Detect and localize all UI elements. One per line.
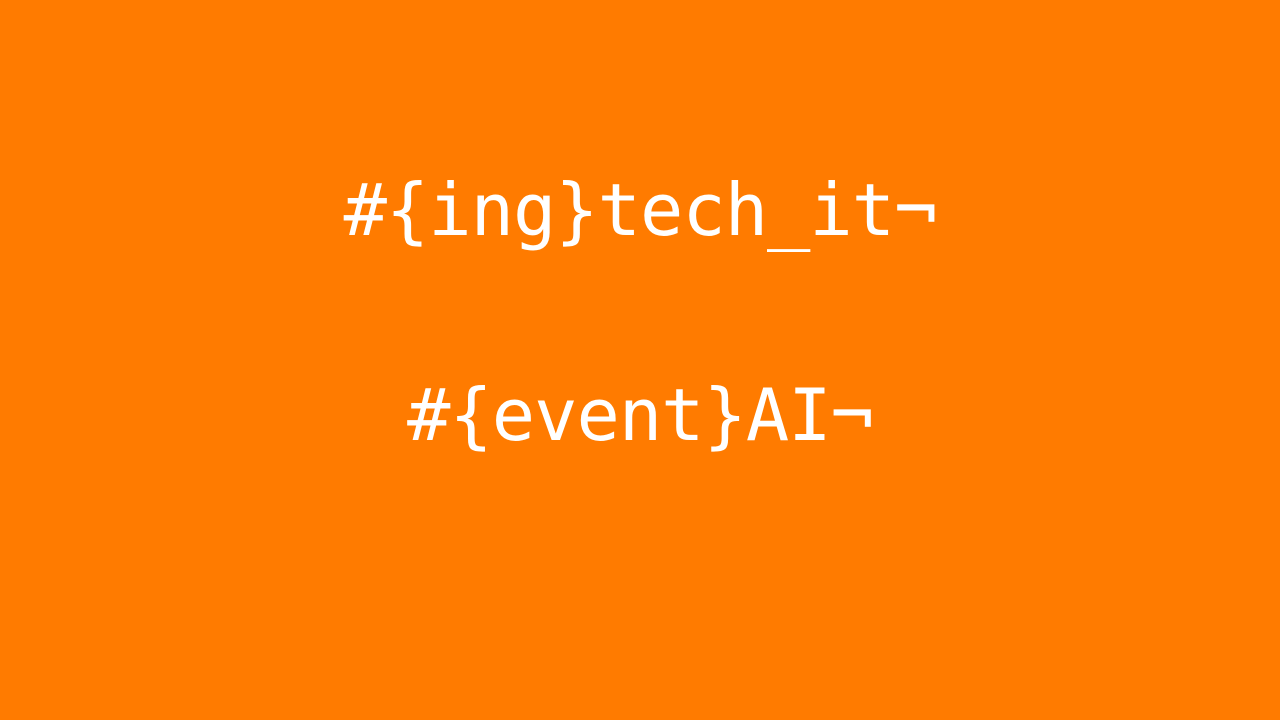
slide-line-ing-tech-it: #{ing}tech_it¬ — [343, 168, 938, 252]
slide-line-event-ai: #{event}AI¬ — [407, 373, 874, 457]
